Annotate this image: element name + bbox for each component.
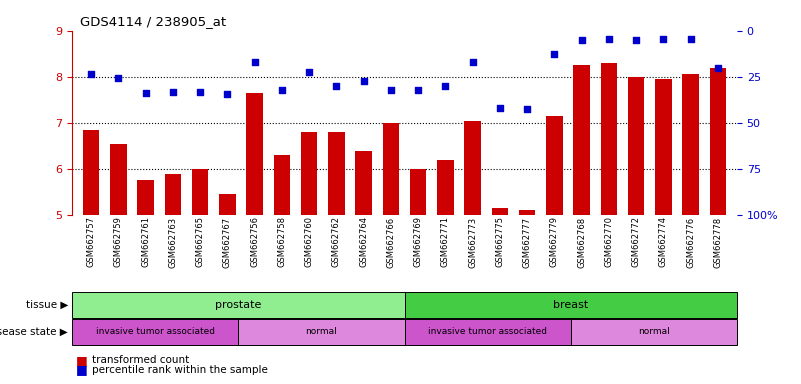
Point bbox=[493, 105, 506, 111]
Bar bbox=[655, 79, 671, 215]
Point bbox=[139, 90, 152, 96]
Text: ■: ■ bbox=[76, 354, 88, 367]
Point bbox=[357, 78, 370, 84]
Point bbox=[711, 65, 724, 71]
Bar bbox=[138, 180, 154, 215]
Bar bbox=[405, 319, 570, 345]
Text: disease state ▶: disease state ▶ bbox=[0, 327, 68, 337]
Point bbox=[412, 87, 425, 93]
Bar bbox=[239, 319, 405, 345]
Bar bbox=[219, 194, 235, 215]
Bar bbox=[682, 74, 698, 215]
Text: prostate: prostate bbox=[215, 300, 261, 310]
Point bbox=[602, 36, 615, 42]
Text: percentile rank within the sample: percentile rank within the sample bbox=[92, 365, 268, 375]
Bar bbox=[492, 208, 508, 215]
Point bbox=[684, 36, 697, 42]
Point bbox=[330, 83, 343, 89]
Point bbox=[575, 37, 588, 43]
Text: normal: normal bbox=[638, 327, 670, 336]
Bar bbox=[247, 93, 263, 215]
Text: ■: ■ bbox=[76, 363, 88, 376]
Bar bbox=[72, 292, 405, 318]
Point bbox=[303, 69, 316, 75]
Bar bbox=[570, 319, 737, 345]
Bar bbox=[405, 292, 737, 318]
Bar bbox=[601, 63, 617, 215]
Bar bbox=[301, 132, 317, 215]
Bar bbox=[574, 65, 590, 215]
Bar bbox=[72, 319, 239, 345]
Point bbox=[466, 58, 479, 65]
Bar bbox=[465, 121, 481, 215]
Bar bbox=[437, 160, 453, 215]
Point bbox=[112, 74, 125, 81]
Point bbox=[194, 88, 207, 94]
Text: breast: breast bbox=[553, 300, 589, 310]
Point bbox=[221, 91, 234, 98]
Point bbox=[521, 106, 533, 112]
Point bbox=[384, 87, 397, 93]
Point bbox=[439, 83, 452, 89]
Bar bbox=[83, 130, 99, 215]
Bar bbox=[111, 144, 127, 215]
Bar bbox=[383, 123, 399, 215]
Point bbox=[657, 36, 670, 42]
Text: invasive tumor associated: invasive tumor associated bbox=[428, 327, 547, 336]
Text: invasive tumor associated: invasive tumor associated bbox=[95, 327, 215, 336]
Bar bbox=[710, 68, 726, 215]
Text: tissue ▶: tissue ▶ bbox=[26, 300, 68, 310]
Point bbox=[276, 87, 288, 93]
Point bbox=[85, 71, 98, 78]
Bar bbox=[546, 116, 562, 215]
Point bbox=[248, 58, 261, 65]
Bar bbox=[356, 151, 372, 215]
Text: transformed count: transformed count bbox=[92, 355, 189, 365]
Bar bbox=[628, 77, 644, 215]
Point bbox=[630, 37, 642, 43]
Point bbox=[167, 88, 179, 94]
Bar bbox=[192, 169, 208, 215]
Point bbox=[548, 51, 561, 57]
Bar bbox=[274, 155, 290, 215]
Bar bbox=[410, 169, 426, 215]
Bar bbox=[328, 132, 344, 215]
Bar bbox=[165, 174, 181, 215]
Text: GDS4114 / 238905_at: GDS4114 / 238905_at bbox=[80, 15, 226, 28]
Text: normal: normal bbox=[305, 327, 337, 336]
Bar bbox=[519, 210, 535, 215]
